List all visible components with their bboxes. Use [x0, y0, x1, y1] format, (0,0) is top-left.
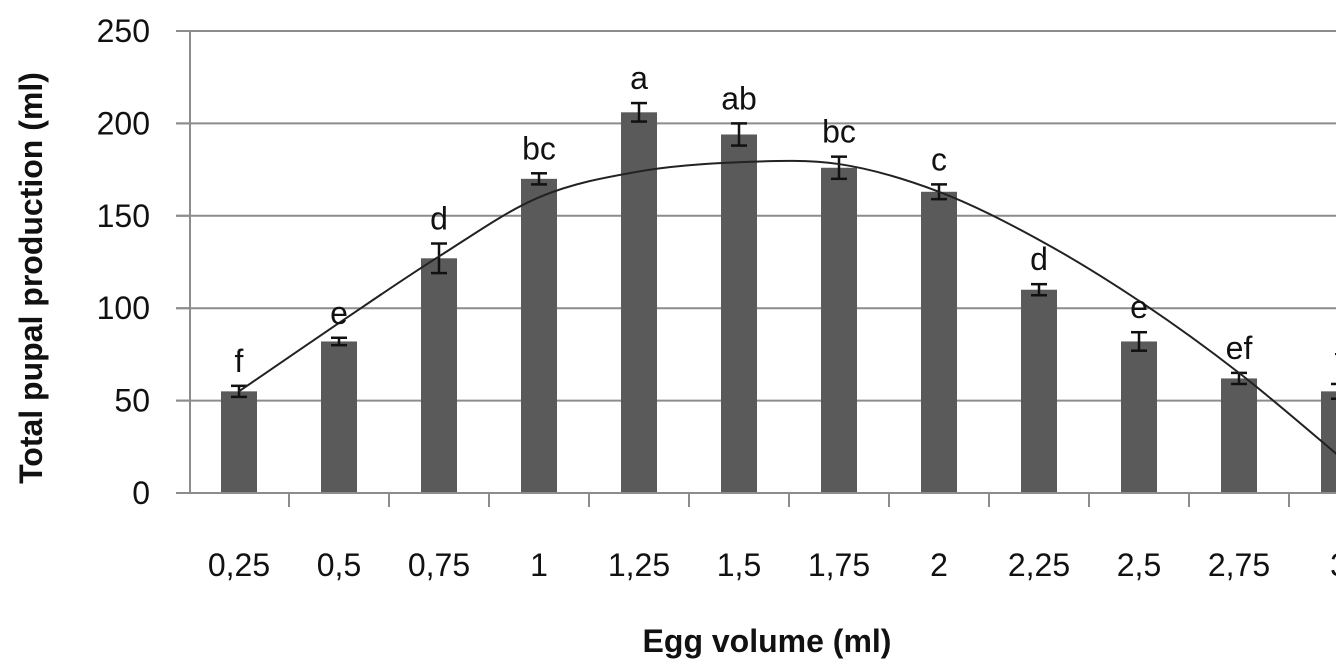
y-tick-labels: 0 50 100 150 200 250 — [97, 13, 150, 511]
x-tick-label: 2,75 — [1208, 547, 1270, 583]
y-tick-label: 150 — [97, 198, 150, 234]
bar — [721, 134, 757, 493]
significance-letter: e — [1130, 289, 1148, 325]
x-tick-label: 2,25 — [1008, 547, 1070, 583]
significance-letter: d — [430, 201, 448, 237]
trendline — [238, 159, 1336, 455]
significance-letter: c — [931, 141, 947, 177]
x-tick-label: 1,5 — [717, 547, 761, 583]
bars — [221, 112, 1336, 493]
bar — [521, 178, 557, 493]
significance-letter: bc — [522, 130, 556, 166]
significance-letters: f e d bc a ab bc c d e ef f — [235, 60, 1336, 379]
x-tick-label: 2 — [930, 547, 948, 583]
x-tick-label: 0,25 — [208, 547, 270, 583]
y-tick-label: 200 — [97, 105, 150, 141]
bar — [321, 341, 357, 493]
bar — [1321, 391, 1336, 493]
y-tick-label: 100 — [97, 290, 150, 326]
x-tick-label: 0,5 — [317, 547, 361, 583]
x-tick-label: 1,75 — [808, 547, 870, 583]
significance-letter: d — [1030, 241, 1048, 277]
y-tick-label: 0 — [132, 475, 150, 511]
significance-letter: e — [330, 295, 348, 331]
x-tick-label: 2,5 — [1117, 547, 1161, 583]
x-tick-label: 1,25 — [608, 547, 670, 583]
x-tick-labels: 0,25 0,5 0,75 1 1,25 1,5 1,75 2 2,25 2,5 2,75 3 — [208, 547, 1336, 583]
x-tick-label: 3 — [1330, 547, 1336, 583]
y-axis-title: Total pupal production (ml) — [13, 72, 49, 484]
significance-letter: f — [235, 343, 244, 379]
significance-letter: a — [630, 60, 648, 96]
bar — [221, 391, 257, 493]
bar — [921, 191, 957, 493]
x-tick-label: 0,75 — [408, 547, 470, 583]
x-axis-title: Egg volume (ml) — [643, 623, 892, 659]
significance-letter: f — [1335, 341, 1336, 377]
bar — [1221, 378, 1257, 493]
bar — [1021, 289, 1057, 493]
trendline-path — [238, 159, 1336, 455]
bar — [1121, 341, 1157, 493]
significance-letter: bc — [822, 114, 856, 150]
y-tick-label: 250 — [97, 13, 150, 49]
significance-letter: ab — [721, 80, 757, 116]
bar — [421, 258, 457, 493]
bar — [621, 112, 657, 493]
significance-letter: ef — [1226, 330, 1253, 366]
axes — [176, 30, 1336, 507]
y-tick-label: 50 — [114, 383, 150, 419]
x-tick-label: 1 — [530, 547, 548, 583]
bar — [821, 167, 857, 493]
error-bars — [231, 101, 1336, 401]
